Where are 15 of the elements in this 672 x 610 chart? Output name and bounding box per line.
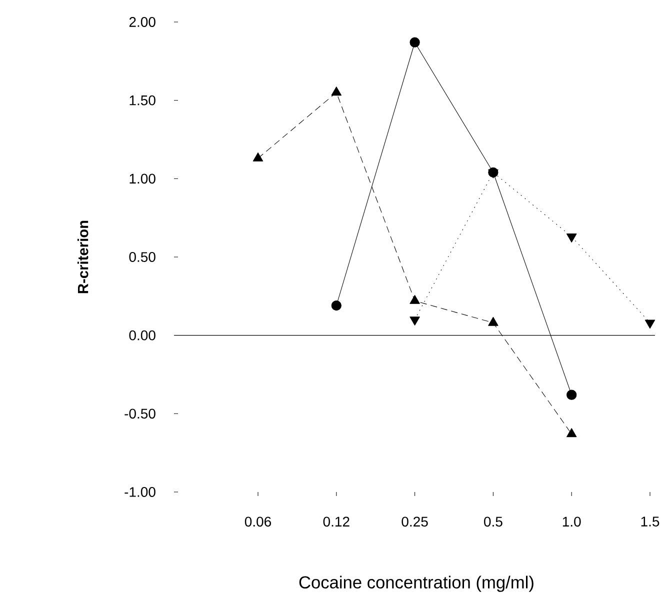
x-axis-title: Cocaine concentration (mg/ml): [299, 576, 534, 592]
y-tick-label: 2.00: [129, 17, 156, 27]
x-tick-label: 1.0: [562, 516, 581, 527]
y-tick-label: -1.00: [124, 487, 156, 497]
y-axis-title: R-criterion: [77, 220, 88, 294]
y-tick-label: 0.50: [129, 252, 156, 262]
x-tick-label: 0.12: [323, 516, 350, 527]
x-tick-label: 0.5: [484, 516, 502, 527]
y-tick-label: 0.00: [129, 330, 156, 340]
x-tick-label: 1.5: [641, 516, 660, 526]
y-tick-label: 1.00: [130, 174, 156, 184]
x-tick-label: 0.06: [244, 516, 272, 527]
y-tick-label: 1.50: [130, 95, 156, 106]
y-tick-label: -0.50: [124, 408, 156, 419]
x-tick-label: 0.25: [402, 516, 428, 527]
